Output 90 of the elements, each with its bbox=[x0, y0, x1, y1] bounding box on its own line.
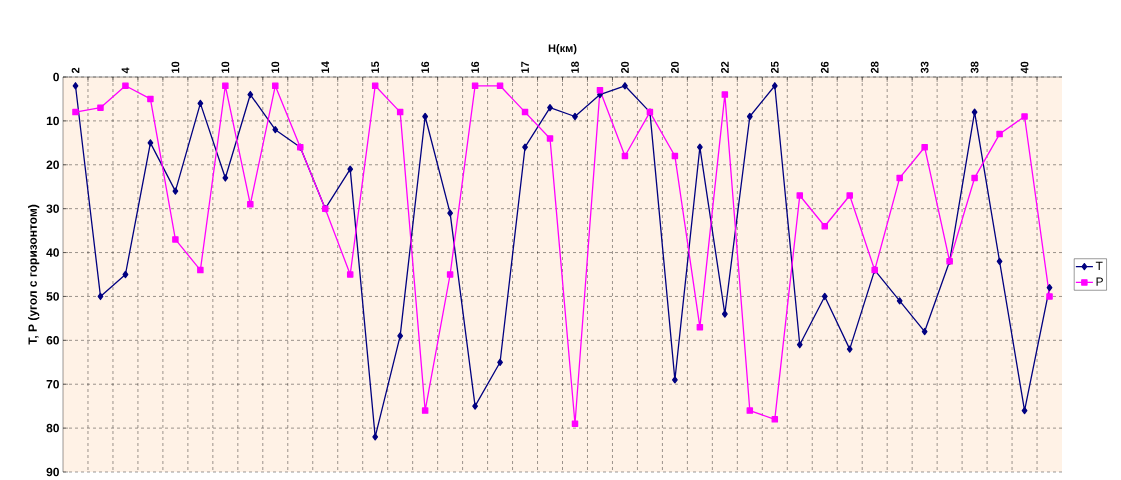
x-tick-label: 18 bbox=[571, 61, 579, 73]
y-tick-label: 50 bbox=[46, 292, 59, 301]
point bbox=[72, 82, 79, 90]
point bbox=[572, 113, 578, 121]
point bbox=[172, 187, 179, 195]
legend-label: T bbox=[1095, 261, 1103, 271]
point bbox=[397, 332, 404, 340]
point bbox=[896, 174, 903, 182]
point bbox=[996, 131, 1003, 138]
x-tick-label: 4 bbox=[121, 67, 130, 74]
point bbox=[147, 139, 154, 147]
y-tick-label: 70 bbox=[46, 380, 59, 389]
point bbox=[1046, 284, 1053, 292]
y-tick-label: 30 bbox=[46, 204, 59, 214]
x-tick-label: 16 bbox=[421, 61, 430, 73]
x-tick-label: 10 bbox=[171, 61, 180, 73]
point bbox=[672, 376, 678, 384]
y-tick-label: 20 bbox=[46, 160, 59, 170]
point bbox=[921, 144, 928, 151]
point bbox=[971, 174, 978, 182]
point bbox=[1021, 113, 1028, 120]
x-tick-label: 26 bbox=[820, 61, 829, 74]
point bbox=[721, 91, 729, 99]
y-tick-label: 40 bbox=[46, 248, 59, 257]
x-tick-label: 28 bbox=[870, 61, 879, 74]
point bbox=[422, 113, 429, 121]
point bbox=[97, 104, 104, 112]
point bbox=[197, 99, 204, 108]
point bbox=[447, 209, 454, 217]
point bbox=[971, 108, 978, 116]
x-tick-label: 22 bbox=[721, 61, 729, 74]
x-tick-label: 16 bbox=[471, 61, 479, 73]
y-axis-title: T, P (угол с горизонтом) bbox=[28, 205, 40, 345]
point bbox=[346, 271, 354, 278]
y-tick-label: 0 bbox=[53, 72, 59, 82]
y-tick-label: 60 bbox=[46, 336, 59, 345]
point bbox=[272, 82, 279, 90]
x-tick-label: 40 bbox=[1020, 61, 1029, 74]
point bbox=[771, 82, 778, 90]
point bbox=[796, 341, 803, 349]
point bbox=[347, 165, 354, 174]
point bbox=[796, 192, 804, 199]
point bbox=[222, 174, 229, 182]
point bbox=[122, 82, 129, 90]
point bbox=[446, 271, 454, 278]
point bbox=[771, 416, 779, 423]
point bbox=[721, 310, 728, 318]
point bbox=[996, 257, 1003, 266]
point bbox=[197, 267, 204, 274]
x-axis-title: H(км) bbox=[548, 44, 577, 55]
x-tick-label: 25 bbox=[770, 61, 779, 74]
y-tick-label: 10 bbox=[46, 116, 59, 126]
point bbox=[746, 407, 754, 415]
point bbox=[172, 236, 179, 243]
point bbox=[1046, 293, 1053, 300]
point bbox=[147, 95, 154, 103]
x-tick-label: 20 bbox=[671, 61, 679, 74]
x-tick-label: 10 bbox=[271, 61, 280, 73]
x-tick-label: 38 bbox=[970, 61, 979, 74]
y-tick-label: 80 bbox=[46, 424, 59, 433]
point bbox=[547, 104, 553, 112]
legend-label: P bbox=[1096, 277, 1103, 286]
point bbox=[546, 135, 554, 142]
point bbox=[821, 223, 828, 230]
x-tick-label: 2 bbox=[71, 67, 80, 74]
point bbox=[97, 293, 104, 301]
point bbox=[921, 328, 928, 336]
point bbox=[222, 82, 229, 90]
point bbox=[72, 109, 79, 116]
point bbox=[821, 293, 828, 301]
x-tick-label: 14 bbox=[321, 61, 330, 73]
point bbox=[247, 201, 254, 208]
x-tick-label: 20 bbox=[621, 61, 629, 74]
point bbox=[122, 271, 129, 279]
y-tick-label: 90 bbox=[46, 467, 59, 477]
x-tick-label: 33 bbox=[920, 61, 929, 74]
point bbox=[421, 407, 429, 415]
point bbox=[272, 126, 279, 134]
point bbox=[746, 113, 753, 121]
point bbox=[846, 345, 853, 353]
point bbox=[622, 82, 628, 90]
point bbox=[372, 433, 379, 441]
x-tick-label: 10 bbox=[221, 61, 230, 73]
point bbox=[571, 420, 579, 428]
x-tick-label: 15 bbox=[371, 61, 380, 73]
x-tick-label: 17 bbox=[521, 61, 529, 73]
point bbox=[1021, 407, 1028, 415]
point bbox=[846, 192, 853, 199]
point bbox=[247, 91, 254, 99]
point bbox=[896, 297, 903, 305]
